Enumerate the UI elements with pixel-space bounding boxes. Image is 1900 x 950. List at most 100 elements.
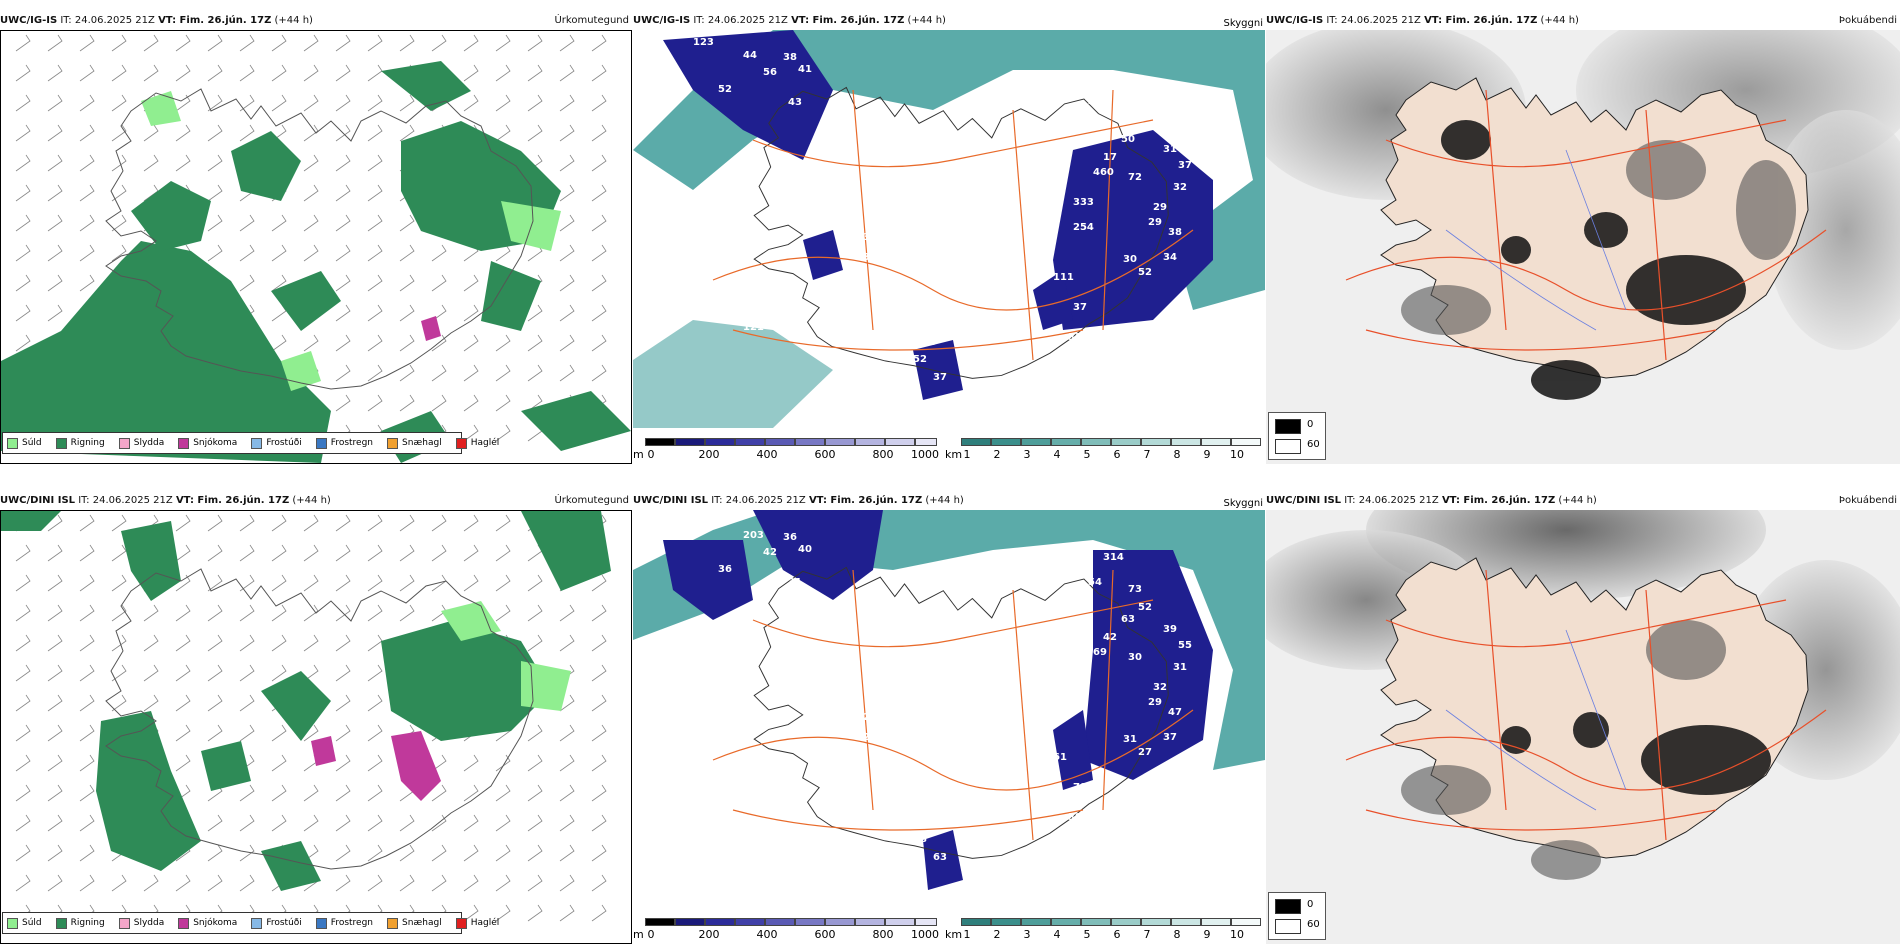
wind-barb-icon: [495, 754, 511, 772]
wind-barb-icon: [15, 34, 31, 52]
wind-barb-icon: [335, 154, 351, 172]
wind-barb-icon: [591, 574, 607, 592]
wind-barb-icon: [527, 634, 543, 652]
wind-barb-icon: [47, 634, 63, 652]
cloudbase-label: 145: [983, 712, 1004, 723]
cloudbase-label: 69: [1093, 647, 1107, 658]
panel-type-label: Úrkomutegund: [554, 15, 629, 26]
wind-barb-icon: [175, 154, 191, 172]
wind-barb-icon: [495, 844, 511, 862]
wind-barb-icon: [207, 124, 223, 142]
wind-barb-icon: [335, 754, 351, 772]
wind-barb-icon: [79, 814, 95, 832]
wind-barb-icon: [431, 814, 447, 832]
cloudbase-label: 460: [1093, 167, 1114, 178]
wind-barb-icon: [303, 664, 319, 682]
cloudbase-colorbar: m 0 200 400 600 800 1000: [633, 918, 939, 948]
wind-barb-icon: [15, 154, 31, 172]
wind-barb-icon: [591, 94, 607, 112]
wind-barb-icon: [47, 604, 63, 622]
wind-barb-icon: [207, 514, 223, 532]
wind-barb-icon: [111, 604, 127, 622]
wind-barb-icon: [527, 814, 543, 832]
wind-barb-icon: [559, 724, 575, 742]
wind-barb-icon: [239, 94, 255, 112]
wind-barb-icon: [47, 574, 63, 592]
wind-barb-icon: [47, 34, 63, 52]
precip-panel-row1: UWC/IG-IS IT: 24.06.2025 21Z VT: Fim. 26…: [0, 14, 632, 464]
wind-barb-icon: [463, 94, 479, 112]
wind-barb-icon: [15, 274, 31, 292]
cloudbase-label: 254: [1073, 222, 1094, 233]
wind-barb-icon: [111, 634, 127, 652]
wind-barb-icon: [463, 274, 479, 292]
wind-barb-icon: [527, 34, 543, 52]
cloudbase-label: 41: [1088, 97, 1102, 108]
wind-barb-icon: [239, 664, 255, 682]
wind-barb-icon: [591, 64, 607, 82]
wind-barb-icon: [143, 64, 159, 82]
init-time: IT: 24.06.2025 21Z: [711, 495, 806, 506]
fog-map[interactable]: [1266, 510, 1900, 944]
wind-barb-icon: [527, 874, 543, 892]
wind-barb-icon: [239, 604, 255, 622]
wind-barb-icon: [79, 574, 95, 592]
lead-time: (+44 h): [1558, 495, 1597, 506]
wind-barb-icon: [399, 364, 415, 382]
wind-barb-icon: [207, 244, 223, 262]
panel-title: UWC/DINI ISL IT: 24.06.2025 21Z VT: Fim.…: [633, 494, 1265, 510]
visibility-map[interactable]: 163 203 36 42 40 31 36 37 314 54 73 52 63 39 55 42 69 30 3…: [633, 510, 1265, 908]
cloudbase-label: 47: [1103, 72, 1117, 83]
wind-barb-icon: [367, 94, 383, 112]
wind-barb-icon: [271, 604, 287, 622]
wind-barb-icon: [175, 604, 191, 622]
cloudbase-label: 36: [783, 532, 797, 543]
wind-barb-icon: [47, 694, 63, 712]
cloudbase-label: 42: [763, 547, 777, 558]
wind-barb-icon: [239, 274, 255, 292]
wind-barb-icon: [111, 184, 127, 202]
init-time: IT: 24.06.2025 21Z: [1344, 495, 1439, 506]
panel-type-label: Þokuábendi: [1838, 15, 1897, 26]
wind-barb-icon: [367, 664, 383, 682]
precip-map[interactable]: [0, 510, 632, 944]
wind-barb-icon: [527, 724, 543, 742]
wind-barb-icon: [591, 724, 607, 742]
wind-barb-icon: [495, 34, 511, 52]
wind-barb-icon: [15, 664, 31, 682]
precip-map[interactable]: [0, 30, 632, 464]
precip-legend: Súld Rigning Slydda Snjókoma Frostúði Fr…: [2, 912, 499, 934]
wind-barb-icon: [15, 544, 31, 562]
wind-barb-icon: [431, 34, 447, 52]
wind-barb-icon: [399, 124, 415, 142]
wind-barb-icon: [79, 244, 95, 262]
wind-barb-icon: [591, 334, 607, 352]
wind-barb-icon: [591, 874, 607, 892]
wind-barb-icon: [239, 544, 255, 562]
wind-barb-icon: [463, 814, 479, 832]
wind-barb-icon: [559, 184, 575, 202]
cloudbase-label: 27: [1138, 747, 1152, 758]
wind-barb-icon: [207, 94, 223, 112]
wind-barb-icon: [303, 244, 319, 262]
wind-barb-icon: [79, 604, 95, 622]
wind-barb-icon: [495, 574, 511, 592]
cloudbase-label: 30: [1123, 254, 1137, 265]
wind-barb-icon: [463, 304, 479, 322]
wind-barb-icon: [15, 784, 31, 802]
cloudbase-label: 47: [1168, 707, 1182, 718]
wind-barb-icon: [239, 784, 255, 802]
wind-barb-icon: [367, 724, 383, 742]
wind-barb-icon: [175, 724, 191, 742]
wind-barb-icon: [463, 514, 479, 532]
cloudbase-label: 49: [1128, 104, 1142, 115]
wind-barb-icon: [271, 544, 287, 562]
visibility-colorbar: km 1 2 3 4 5 6 7 8 9 10: [945, 438, 1265, 468]
wind-barb-icon: [303, 784, 319, 802]
wind-barb-icon: [431, 304, 447, 322]
wind-barb-icon: [111, 154, 127, 172]
wind-barb-icon: [399, 874, 415, 892]
wind-barb-icon: [431, 754, 447, 772]
visibility-map[interactable]: 123 44 38 56 41 43 52 77 47 41 49 44 50 31 37 17 460 72 32…: [633, 30, 1265, 428]
fog-map[interactable]: [1266, 30, 1900, 464]
